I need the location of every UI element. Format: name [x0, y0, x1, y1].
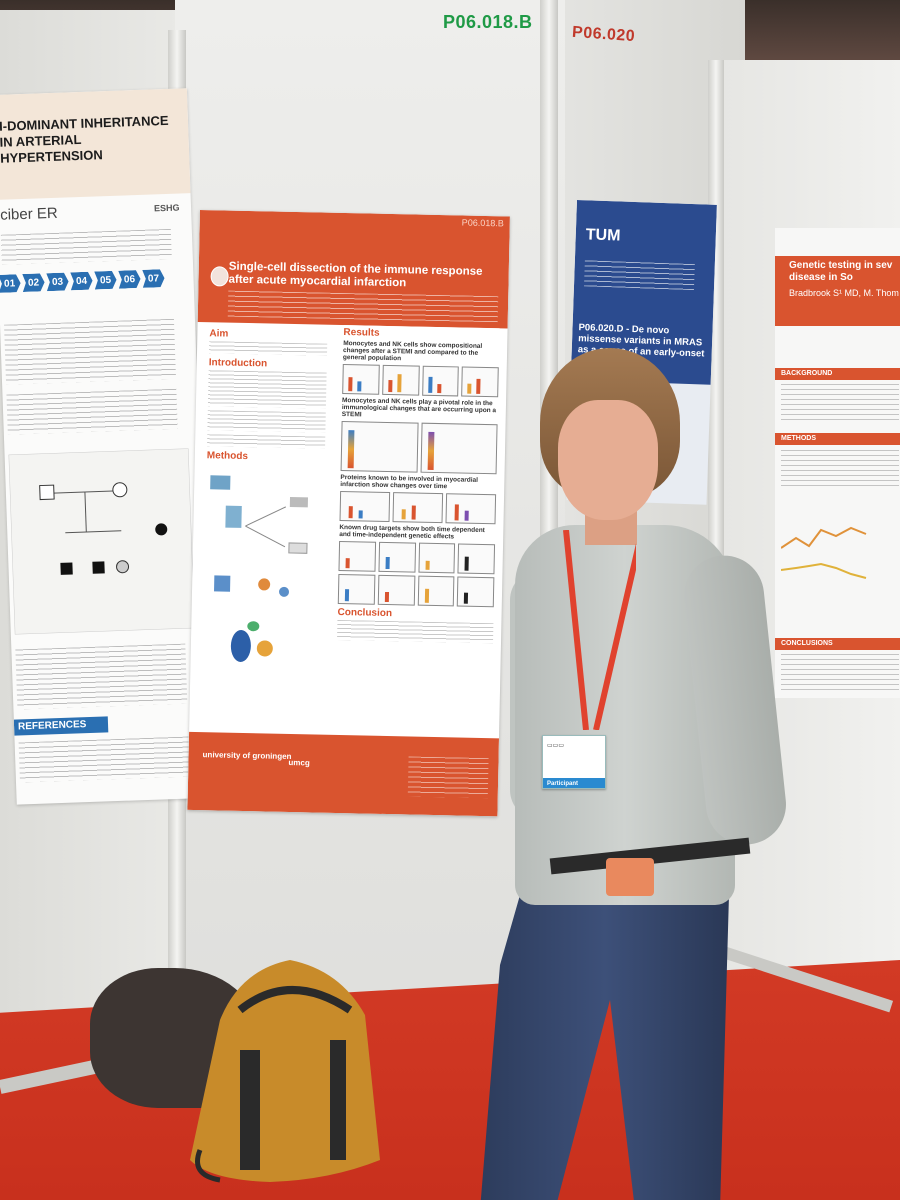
boxplot-panel	[378, 541, 416, 573]
right-poster: Genetic testing in sev disease in So Bra…	[775, 228, 900, 698]
tum-logo: TUM	[585, 226, 621, 245]
university-of-groningen-logo: university of groningen	[202, 750, 292, 762]
step-chevron: 04	[70, 272, 93, 291]
step-chevron: 06	[118, 270, 141, 289]
ciber-logo: ciber ER	[0, 204, 58, 224]
right-poster-header	[775, 256, 900, 326]
left-poster-title: I-DOMINANT INHERITANCE IN ARTERIAL HYPER…	[0, 112, 169, 166]
step-chevron: 01	[0, 274, 21, 293]
boxplot-panel	[377, 574, 415, 606]
poster-title: Single-cell dissection of the immune res…	[228, 260, 483, 290]
methods-figure	[202, 465, 324, 677]
left-poster-steps: 01 02 03 04 05 06 07	[0, 269, 165, 293]
pedigree-chart	[8, 448, 195, 635]
phone-in-pocket	[606, 858, 654, 896]
main-poster-header: P06.018.B Single-cell dissection of the …	[197, 210, 510, 329]
main-poster-footer: university of groningen umcg	[187, 731, 500, 817]
boxplot-panel	[421, 365, 460, 397]
booth-code-green: P06.018.B	[443, 12, 533, 32]
backpack	[190, 960, 380, 1183]
boxplot-panel	[417, 542, 456, 574]
presenter-person: ▭▭▭ Participant	[470, 340, 790, 1200]
left-poster-text	[0, 228, 172, 265]
stacked-bar-panel	[340, 421, 419, 473]
section-aim: Aim	[209, 328, 229, 340]
poster-id: P06.018.B	[461, 217, 504, 229]
step-chevron: 05	[94, 271, 117, 290]
poster-left-column: Aim Introduction Methods	[201, 326, 328, 729]
step-chevron: 02	[22, 273, 45, 292]
section-methods: Methods	[206, 450, 249, 463]
right-poster-text	[781, 450, 899, 490]
right-poster-text	[781, 654, 899, 690]
boxplot-panel	[392, 492, 444, 524]
boxplot-panel	[417, 575, 455, 607]
left-poster-table	[6, 388, 178, 435]
boxplot-panel	[339, 490, 391, 523]
institution-text	[583, 260, 695, 291]
right-poster-section-band: CONCLUSIONS	[775, 638, 900, 650]
right-poster-line-chart	[781, 526, 867, 579]
right-poster-section-band: METHODS	[775, 433, 900, 445]
author-photo	[210, 266, 229, 287]
left-poster-table	[15, 643, 188, 710]
left-poster-text	[4, 318, 177, 385]
right-poster-authors: Bradbrook S¹ MD, M. Thom	[789, 288, 899, 298]
references-text	[18, 736, 190, 783]
boxplot-panel	[338, 540, 376, 572]
intro-text	[207, 434, 326, 449]
boxplot-panel	[381, 364, 420, 396]
boxplot-panel	[337, 573, 376, 605]
red-lanyard	[563, 530, 636, 730]
section-introduction: Introduction	[208, 357, 268, 370]
intro-text	[207, 410, 326, 433]
umcg-logo: umcg	[288, 757, 310, 768]
name-badge: ▭▭▭ Participant	[542, 735, 606, 789]
methods-diagram	[210, 475, 309, 662]
right-poster-title: Genetic testing in sev disease in So	[789, 260, 893, 283]
boxplot-panel	[342, 364, 380, 395]
poster-body: Aim Introduction Methods	[197, 322, 500, 749]
face	[558, 400, 658, 520]
left-poster: I-DOMINANT INHERITANCE IN ARTERIAL HYPER…	[0, 88, 212, 805]
eshg-logo: ESHG	[153, 202, 180, 214]
badge-role: Participant	[547, 781, 579, 787]
step-chevron: 03	[46, 272, 69, 291]
poster-authors	[227, 290, 499, 323]
references-header: REFERENCES	[13, 716, 109, 736]
main-poster: P06.018.B Single-cell dissection of the …	[187, 210, 510, 817]
right-poster-text	[781, 384, 899, 424]
jeans	[480, 860, 730, 1200]
right-poster-section-band: BACKGROUND	[775, 368, 900, 380]
badge-strip	[543, 778, 605, 788]
aim-text	[209, 341, 328, 356]
badge-name-lines: ▭▭▭	[547, 743, 565, 749]
step-chevron: 07	[142, 269, 165, 288]
intro-text	[207, 370, 327, 409]
